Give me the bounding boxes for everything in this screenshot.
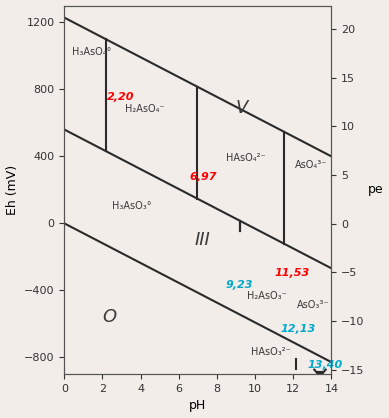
- Text: AsO₃³⁻: AsO₃³⁻: [297, 301, 329, 311]
- Text: 2,20: 2,20: [107, 92, 135, 102]
- Y-axis label: pe: pe: [368, 184, 384, 196]
- Text: 12,13: 12,13: [281, 324, 316, 334]
- Text: O: O: [102, 308, 117, 326]
- Text: 11,53: 11,53: [274, 268, 309, 278]
- Text: V: V: [236, 99, 249, 117]
- Text: H₂AsO₄⁻: H₂AsO₄⁻: [125, 104, 165, 115]
- Text: AsO₄³⁻: AsO₄³⁻: [295, 160, 328, 170]
- Text: HAsO₃²⁻: HAsO₃²⁻: [251, 347, 291, 357]
- X-axis label: pH: pH: [189, 400, 207, 413]
- Text: H₃AsO₃°: H₃AsO₃°: [112, 201, 152, 211]
- Text: 9,23: 9,23: [226, 280, 253, 290]
- Text: 6,97: 6,97: [189, 172, 217, 182]
- Text: HAsO₄²⁻: HAsO₄²⁻: [226, 153, 266, 163]
- Text: III: III: [194, 231, 210, 249]
- Text: H₃AsO₄°: H₃AsO₄°: [72, 48, 111, 57]
- Y-axis label: Eh (mV): Eh (mV): [5, 165, 19, 215]
- Text: H₂AsO₃⁻: H₂AsO₃⁻: [247, 291, 286, 301]
- Text: 13,40: 13,40: [308, 360, 343, 370]
